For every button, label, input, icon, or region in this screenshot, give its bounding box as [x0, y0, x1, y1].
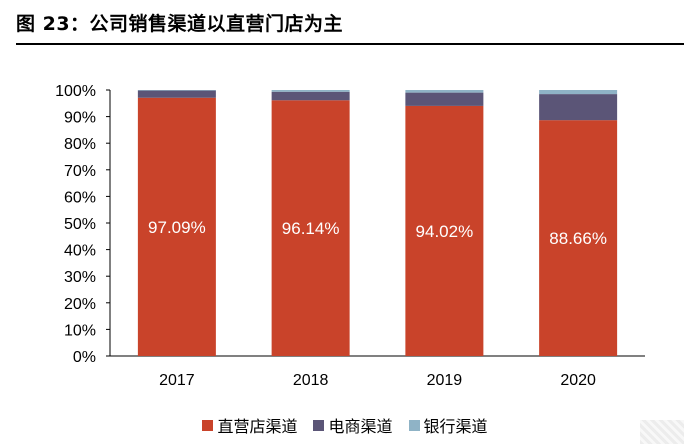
bar-data-labels: 97.09% 96.14% 94.02% 88.66%	[148, 218, 607, 248]
y-axis: 0% 10% 20% 30% 40% 50% 60% 70% 80% 90% 100%	[55, 83, 111, 366]
bar-segment-bank-2017	[137, 90, 216, 91]
y-tick-label: 0%	[73, 349, 96, 366]
bar-data-label-2020: 88.66%	[549, 229, 607, 248]
y-tick-label: 100%	[55, 83, 96, 100]
bar-segment-bank-2018	[271, 90, 350, 92]
stacked-bar-chart: 0%10%20%30%40%50%60%70%80%90%100% 2017 20…	[55, 83, 645, 389]
bar-segment-ecommerce-2018	[271, 91, 350, 101]
x-tick-label-2018: 2018	[293, 372, 329, 389]
legend-item-bank: 银行渠道	[408, 413, 488, 437]
x-axis: 2017 2018 2019 2020	[110, 355, 645, 389]
legend-item-direct-store: 直营店渠道	[202, 413, 297, 437]
legend-label-bank: 银行渠道	[423, 417, 488, 436]
y-tick-label: 20%	[64, 296, 96, 313]
y-tick-label: 30%	[64, 269, 96, 286]
x-tick-label-2017: 2017	[159, 372, 195, 389]
bar-data-label-2017: 97.09%	[148, 218, 206, 237]
legend-swatch-direct-store	[202, 419, 214, 431]
bar-segment-direct-store-2018	[271, 100, 350, 356]
x-tick-label-2020: 2020	[560, 372, 596, 389]
y-tick-label: 90%	[64, 110, 96, 127]
title-divider	[16, 43, 684, 45]
y-axis-ticks: 0% 10% 20% 30% 40% 50% 60% 70% 80% 90% 100%	[55, 83, 110, 366]
bar-segment-direct-store-2017	[137, 97, 216, 356]
bar-segment-direct-store-2020	[539, 120, 618, 356]
y-tick-label: 50%	[64, 216, 96, 233]
legend-swatch-bank	[408, 419, 420, 431]
bars	[137, 90, 618, 356]
y-tick-label: 70%	[64, 163, 96, 180]
figure-title: 图 23：公司销售渠道以直营门店为主	[16, 13, 344, 35]
legend: 直营店渠道 电商渠道 银行渠道	[0, 413, 690, 437]
bar-segment-ecommerce-2017	[137, 90, 216, 98]
bar-segment-bank-2020	[539, 90, 618, 95]
bar-data-label-2018: 96.14%	[282, 219, 340, 238]
legend-swatch-ecommerce	[313, 419, 325, 431]
y-tick-label: 40%	[64, 243, 96, 260]
legend-item-ecommerce: 电商渠道	[313, 413, 393, 437]
x-axis-ticks: 2017 2018 2019 2020	[159, 372, 596, 389]
bar-segment-ecommerce-2020	[539, 94, 618, 121]
legend-label-direct-store: 直营店渠道	[217, 417, 298, 436]
y-tick-label: 80%	[64, 136, 96, 153]
y-tick-label: 10%	[64, 322, 96, 339]
bar-segment-direct-store-2019	[405, 105, 484, 356]
bar-segment-bank-2019	[405, 90, 484, 93]
bar-data-label-2019: 94.02%	[416, 222, 474, 241]
x-tick-label-2019: 2019	[427, 372, 463, 389]
watermark	[640, 420, 684, 444]
bar-segment-ecommerce-2019	[405, 92, 484, 106]
legend-label-ecommerce: 电商渠道	[328, 417, 393, 436]
y-tick-label: 60%	[64, 189, 96, 206]
